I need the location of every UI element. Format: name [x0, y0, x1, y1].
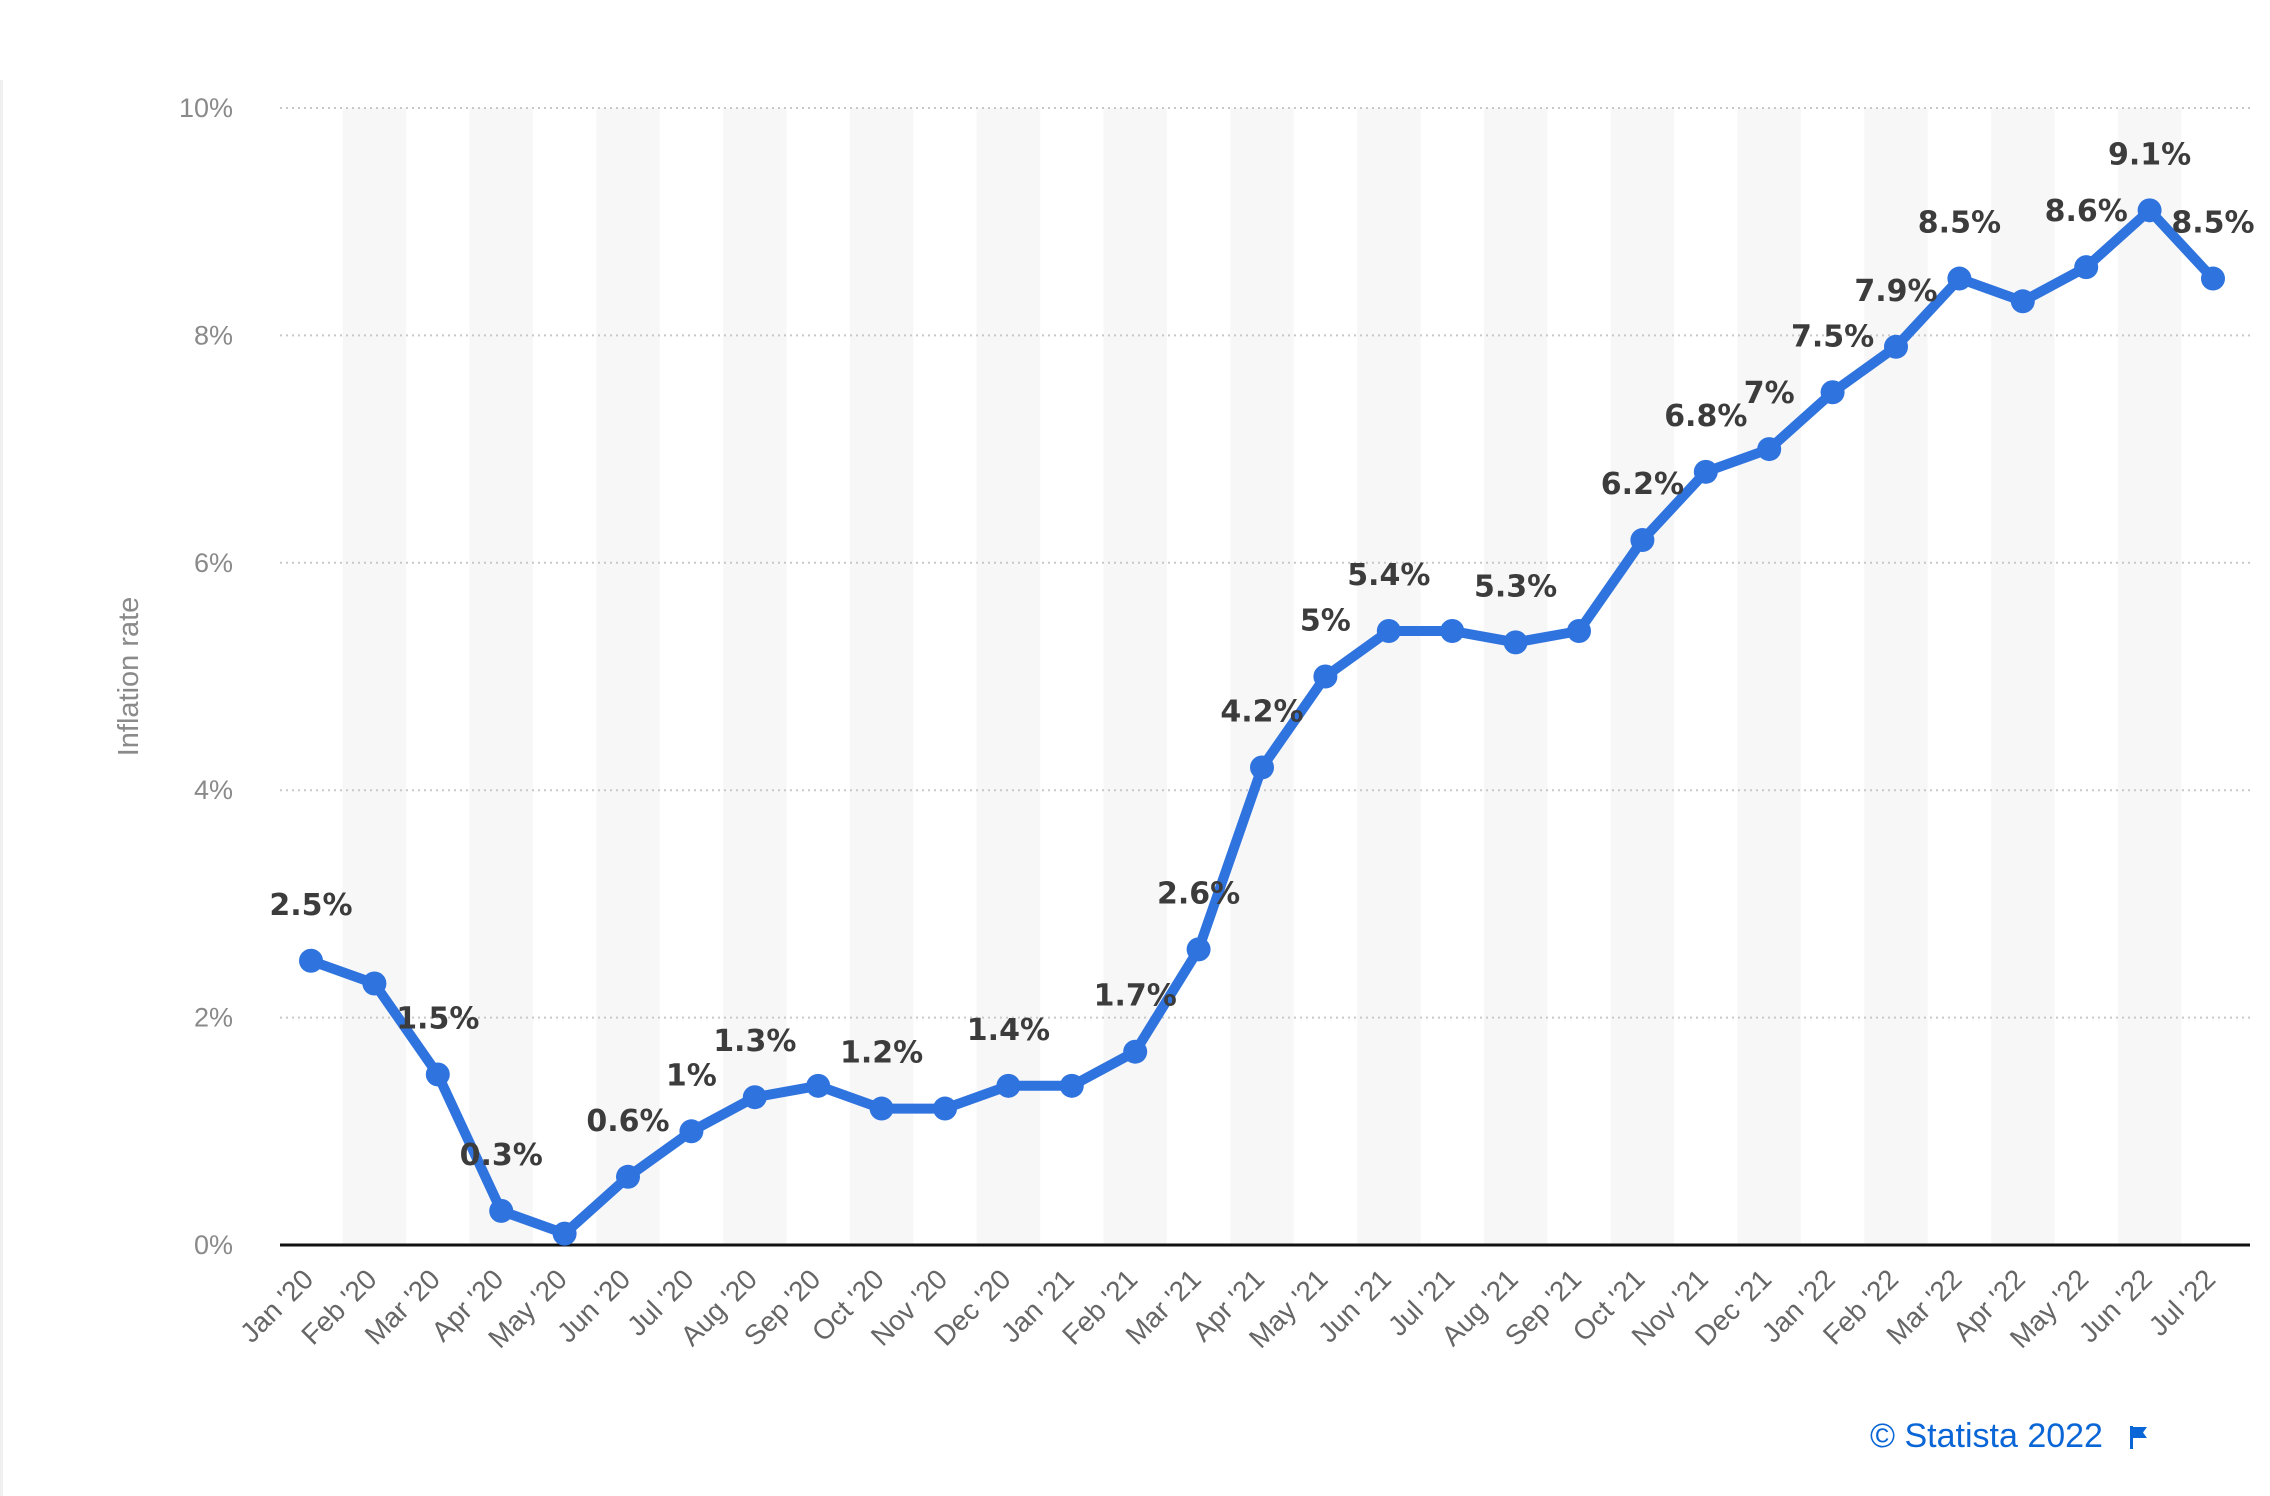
- data-point: [425, 1062, 450, 1087]
- column-band: [596, 108, 660, 1245]
- data-labels: 2.5% 1.5% 0.3% 0.6% 1%1.3% 1.2% 1.4% 1.7% 2.6% 4.…: [269, 137, 2254, 1173]
- data-label: 8.5%: [2171, 206, 2254, 241]
- data-point: [1884, 334, 1908, 359]
- column-band: [723, 108, 787, 1245]
- data-label: 5%: [1300, 604, 1351, 639]
- column-band: [976, 108, 1041, 1245]
- data-point: [299, 948, 323, 973]
- data-point: [2137, 198, 2162, 223]
- column-band: [469, 108, 533, 1245]
- y-axis-ticks: 0% 2% 4% 6% 8% 10%: [179, 93, 233, 1260]
- y-tick-label: 2%: [194, 1003, 233, 1033]
- column-band: [342, 108, 407, 1245]
- column-band: [849, 108, 914, 1245]
- data-point: [679, 1119, 704, 1144]
- data-label: 2.5%: [269, 888, 352, 923]
- column-bands: [342, 108, 2182, 1245]
- column-band: [1991, 108, 2055, 1245]
- data-point: [1757, 437, 1782, 462]
- data-point: [362, 971, 387, 996]
- y-tick-label: 6%: [194, 548, 233, 578]
- data-label: 2.6%: [1157, 876, 1240, 911]
- flag-icon[interactable]: [2129, 1424, 2149, 1450]
- data-point: [2010, 289, 2035, 314]
- data-point: [1376, 619, 1401, 644]
- column-band: [1103, 108, 1167, 1245]
- gridlines: [280, 107, 2250, 1019]
- data-point: [616, 1164, 640, 1189]
- y-axis-label: Inflation rate: [113, 597, 145, 757]
- y-tick-label: 0%: [194, 1230, 233, 1260]
- x-tick-label: Jun '21: [1312, 1263, 1397, 1348]
- data-point: [2074, 255, 2099, 280]
- data-point: [1250, 755, 1274, 780]
- data-point: [1567, 619, 1591, 644]
- data-label: 1.4%: [967, 1013, 1050, 1048]
- data-point: [1186, 937, 1211, 962]
- column-band: [1483, 108, 1548, 1245]
- x-tick-label: Jun '20: [551, 1263, 636, 1348]
- data-label: 1.7%: [1094, 979, 1177, 1014]
- data-label: 0.3%: [460, 1138, 543, 1173]
- data-points: [299, 198, 2225, 1246]
- y-tick-label: 8%: [194, 320, 233, 350]
- data-label: 1.3%: [713, 1024, 796, 1059]
- column-band: [2117, 108, 2182, 1245]
- data-label: 1.5%: [396, 1001, 479, 1036]
- data-point: [806, 1073, 831, 1098]
- left-border: [0, 80, 3, 1496]
- data-label: 0.6%: [586, 1104, 669, 1139]
- data-point: [1820, 380, 1845, 405]
- data-label: 7.9%: [1854, 274, 1937, 309]
- data-point: [1947, 266, 1972, 291]
- x-tick-label: Jul '22: [2143, 1263, 2222, 1342]
- data-label: 8.5%: [1918, 206, 2001, 241]
- credit-text[interactable]: © Statista 2022: [1870, 1417, 2103, 1455]
- data-point: [1123, 1039, 1148, 1064]
- data-point: [489, 1198, 514, 1223]
- data-label: 6.2%: [1601, 467, 1684, 502]
- data-label: 5.4%: [1347, 558, 1430, 593]
- data-label: 1.2%: [840, 1036, 923, 1071]
- column-band: [1230, 108, 1294, 1245]
- data-label: 7.5%: [1791, 319, 1874, 354]
- data-point: [552, 1221, 577, 1246]
- data-label: 1%: [666, 1058, 717, 1093]
- data-label: 4.2%: [1220, 694, 1303, 729]
- y-tick-label: 4%: [194, 775, 233, 805]
- data-label: 5.3%: [1474, 569, 1557, 604]
- data-point: [996, 1073, 1021, 1098]
- data-point: [869, 1096, 894, 1121]
- data-point: [1313, 664, 1338, 689]
- data-point: [1440, 619, 1465, 644]
- data-point: [1630, 528, 1655, 553]
- statista-credit[interactable]: © Statista 2022: [1870, 1417, 2149, 1456]
- data-point: [2201, 266, 2225, 291]
- data-label: 8.6%: [2045, 194, 2128, 229]
- column-band: [1610, 108, 1675, 1245]
- column-band: [1864, 108, 1928, 1245]
- column-band: [1737, 108, 1801, 1245]
- data-point: [1503, 630, 1528, 655]
- y-tick-label: 10%: [179, 93, 233, 123]
- data-label: 9.1%: [2108, 137, 2191, 172]
- column-band: [1357, 108, 1421, 1245]
- data-point: [933, 1096, 957, 1121]
- x-tick-label: Jun '22: [2073, 1263, 2158, 1348]
- data-point: [742, 1085, 767, 1110]
- data-point: [1693, 459, 1718, 484]
- data-label: 6.8%: [1664, 399, 1747, 434]
- data-point: [1059, 1073, 1084, 1098]
- data-label: 7%: [1744, 376, 1795, 411]
